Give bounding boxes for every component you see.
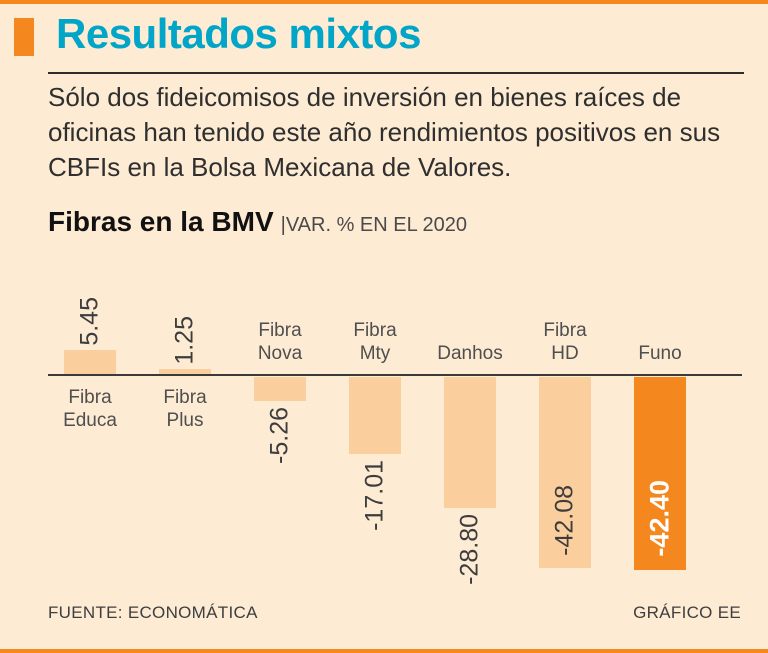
value-label: -42.40 <box>644 480 675 557</box>
bar-fibra-hd <box>539 377 591 569</box>
category-label: Fibra Plus <box>163 387 207 431</box>
bar-funo <box>634 377 686 570</box>
bar-chart: 5.45 Fibra Educa 1.25 Fibra Plus -5.26 Fibra Nov… <box>48 255 742 603</box>
header: Resultados mixtos <box>14 10 421 58</box>
title-accent-square <box>14 18 34 56</box>
bar-fibra-nova <box>254 377 306 401</box>
chart-title: Fibras en la BMV <box>48 206 274 237</box>
footer: FUENTE: ECONOMÁTICA GRÁFICO EE <box>48 603 741 623</box>
header-divider <box>48 72 744 74</box>
page-title: Resultados mixtos <box>56 10 421 57</box>
category-label: Danhos <box>437 343 503 365</box>
top-border <box>0 0 768 4</box>
chart-heading: Fibras en la BMV |VAR. % EN EL 2020 <box>48 206 467 238</box>
category-label: Fibra Mty <box>353 320 397 365</box>
bar-danhos <box>444 377 496 509</box>
source-label: FUENTE: ECONOMÁTICA <box>48 603 258 622</box>
value-label: 5.45 <box>75 296 104 346</box>
chart-baseline <box>48 374 742 376</box>
intro-text: Sólo dos fideicomisos de inversión en bi… <box>48 82 721 183</box>
value-label: 1.25 <box>170 315 199 365</box>
category-label: Fibra Educa <box>63 387 117 431</box>
category-label: Fibra HD <box>543 320 587 365</box>
value-label: -42.08 <box>550 484 579 556</box>
category-label: Fibra Nova <box>257 320 303 365</box>
value-label: -17.01 <box>360 460 389 532</box>
bar-fibra-educa <box>64 350 116 375</box>
chart-subtitle: |VAR. % EN EL 2020 <box>280 214 468 236</box>
bar-fibra-mty <box>349 377 401 455</box>
category-label: Funo <box>638 343 682 365</box>
credit-label: GRÁFICO EE <box>633 603 741 622</box>
value-label: -5.26 <box>265 406 294 464</box>
bottom-border <box>0 649 768 653</box>
value-label: -28.80 <box>455 514 484 585</box>
bar-fibra-plus <box>159 369 211 375</box>
